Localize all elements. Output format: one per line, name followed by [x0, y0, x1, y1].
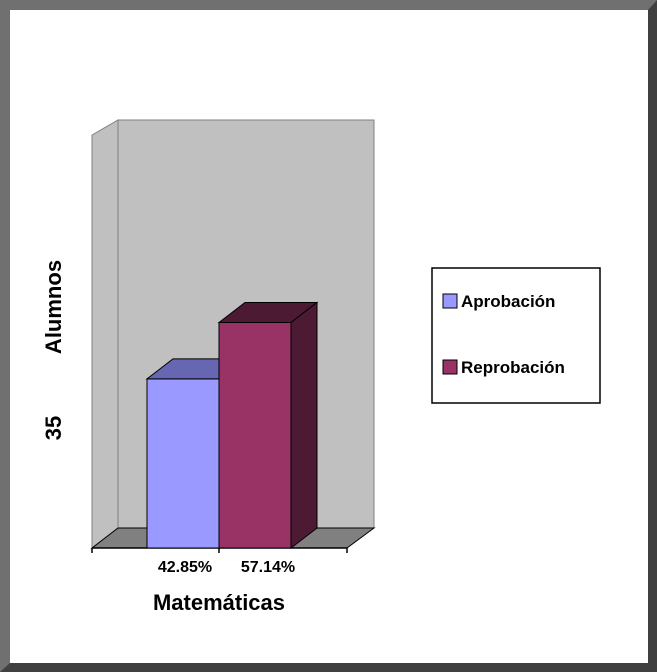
legend-label-aprobacion: Aprobación: [461, 292, 555, 311]
y-axis-label: Alumnos: [41, 260, 66, 354]
x-axis-label: Matemáticas: [153, 590, 285, 615]
legend-swatch-aprobacion: [442, 293, 458, 309]
legend-box: [431, 267, 601, 404]
legend-swatch-reprobacion: [442, 359, 458, 375]
chart-bars: [145, 301, 319, 550]
side-wall: [91, 119, 119, 550]
y-side-label: 35: [41, 416, 66, 440]
data-label-aprobacion: 42.85%: [158, 559, 212, 576]
bar-1-front: [218, 321, 292, 549]
data-label-reprobacion: 57.14%: [241, 559, 295, 576]
bar-0-front: [146, 378, 220, 549]
legend-label-reprobacion: Reprobación: [461, 358, 565, 377]
data-labels: 42.85% 57.14%: [158, 559, 295, 576]
bar-1-side: [290, 301, 318, 550]
legend: Aprobación Reprobación: [431, 267, 601, 404]
